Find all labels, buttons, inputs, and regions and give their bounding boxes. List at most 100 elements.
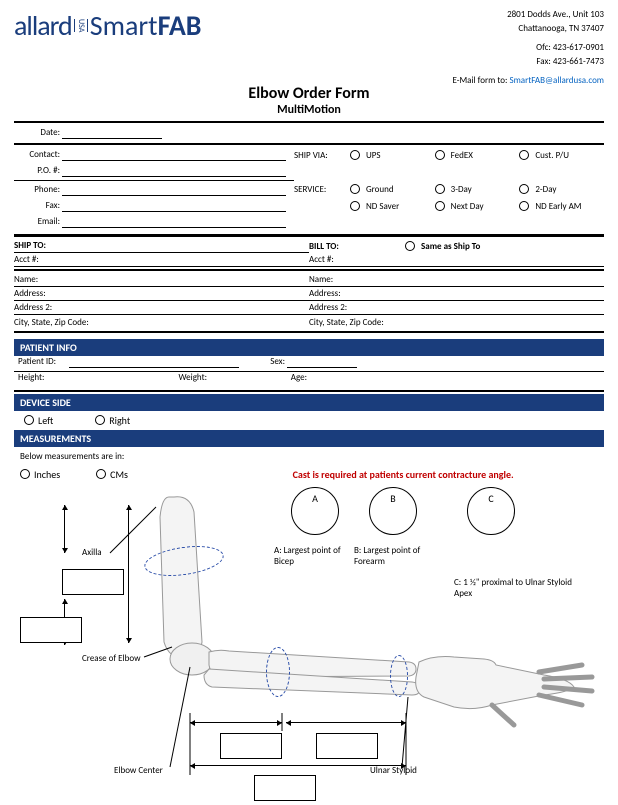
opt-inches: Inches bbox=[34, 468, 60, 481]
company-addr2: Chattanooga, TN 37407 bbox=[452, 22, 604, 36]
opt-left: Left bbox=[38, 414, 53, 427]
billto-addr: Address: bbox=[309, 288, 405, 299]
opt-ndearly: ND Early AM bbox=[535, 201, 581, 212]
opt-ndsaver: ND Saver bbox=[366, 201, 399, 212]
sex-input[interactable] bbox=[287, 356, 357, 368]
opt-3day: 3-Day bbox=[451, 184, 472, 195]
opt-nextday: Next Day bbox=[451, 201, 484, 212]
radio-cms[interactable] bbox=[96, 469, 106, 479]
logo-smart: Smart bbox=[90, 8, 158, 43]
fax-label: Fax: bbox=[14, 200, 62, 211]
opt-right: Right bbox=[109, 414, 130, 427]
radio-right[interactable] bbox=[95, 415, 105, 425]
opt-custpu: Cust. P/U bbox=[535, 150, 569, 161]
company-addr1: 2801 Dodds Ave., Unit 103 bbox=[452, 8, 604, 22]
fax-input[interactable] bbox=[62, 200, 286, 212]
logo: allard USA SmartFAB bbox=[14, 8, 202, 43]
radio-ndearly[interactable] bbox=[519, 201, 529, 211]
billto-acct: Acct #: bbox=[309, 254, 405, 265]
box-upper[interactable] bbox=[62, 569, 124, 595]
opt-sameas: Same as Ship To bbox=[421, 241, 480, 252]
date-input[interactable] bbox=[62, 127, 162, 139]
box-lower[interactable] bbox=[20, 617, 82, 643]
harrow-3 bbox=[190, 765, 406, 766]
opt-cms: CMs bbox=[110, 468, 128, 481]
shipto-acct: Acct #: bbox=[14, 254, 110, 265]
circle-c[interactable]: C bbox=[467, 487, 515, 535]
radio-custpu[interactable] bbox=[519, 150, 529, 160]
radio-ups[interactable] bbox=[350, 150, 360, 160]
po-input[interactable] bbox=[62, 165, 286, 177]
label-axilla: Axilla bbox=[82, 547, 102, 558]
desc-b: B: Largest point of Forearm bbox=[354, 545, 424, 567]
date-label: Date: bbox=[14, 127, 62, 138]
circle-b[interactable]: B bbox=[369, 487, 417, 535]
service-label: SERVICE: bbox=[294, 184, 350, 195]
section-device: DEVICE SIDE bbox=[14, 394, 604, 411]
desc-c: C: 1 ½" proximal to Ulnar Styloid Apex bbox=[454, 577, 574, 599]
email-input[interactable] bbox=[62, 216, 286, 228]
billto-header: BILL TO: bbox=[309, 241, 405, 252]
radio-left[interactable] bbox=[24, 415, 34, 425]
arm-diagram: A B C A: Largest point of Bicep B: Large… bbox=[14, 487, 604, 797]
company-ofc: Ofc: 423-617-0901 bbox=[452, 41, 604, 55]
phone-input[interactable] bbox=[62, 184, 286, 196]
logo-usa: USA bbox=[74, 19, 88, 32]
radio-3day[interactable] bbox=[435, 184, 445, 194]
radio-inches[interactable] bbox=[20, 469, 30, 479]
harrow-1 bbox=[190, 722, 282, 723]
contact-label: Contact: bbox=[14, 149, 62, 160]
company-fax: Fax: 423-661-7473 bbox=[452, 55, 604, 69]
logo-fab: FAB bbox=[158, 8, 202, 43]
billto-addr2: Address 2: bbox=[309, 302, 405, 313]
company-info: 2801 Dodds Ave., Unit 103 Chattanooga, T… bbox=[452, 8, 604, 88]
shipvia-label: SHIP VIA: bbox=[294, 150, 350, 161]
label-center: Elbow Center bbox=[114, 765, 163, 776]
desc-a: A: Largest point of Bicep bbox=[274, 545, 344, 567]
radio-2day[interactable] bbox=[519, 184, 529, 194]
section-patient: PATIENT INFO bbox=[14, 339, 604, 356]
email-form-label: Email: bbox=[14, 216, 62, 227]
opt-2day: 2-Day bbox=[535, 184, 556, 195]
height-label: Height: bbox=[14, 372, 69, 388]
phone-label: Phone: bbox=[14, 184, 62, 195]
opt-ground: Ground bbox=[366, 184, 394, 195]
section-meas: MEASUREMENTS bbox=[14, 430, 604, 447]
opt-ups: UPS bbox=[366, 150, 381, 161]
radio-fedex[interactable] bbox=[435, 150, 445, 160]
label-crease: Crease of Elbow bbox=[82, 653, 141, 664]
shipto-header: SHIP TO: bbox=[14, 240, 110, 251]
billto-name: Name: bbox=[309, 274, 405, 285]
circle-a[interactable]: A bbox=[291, 487, 339, 535]
cast-note: Cast is required at patients current con… bbox=[293, 468, 598, 481]
pid-label: Patient ID: bbox=[14, 356, 69, 371]
form-subtitle: MultiMotion bbox=[14, 103, 604, 117]
weight-label: Weight: bbox=[159, 372, 209, 388]
radio-ndsaver[interactable] bbox=[350, 201, 360, 211]
harrow-2 bbox=[286, 722, 406, 723]
ellipse-b bbox=[266, 647, 290, 697]
varrow-2a bbox=[64, 505, 65, 553]
shipto-city: City, State, Zip Code: bbox=[14, 317, 110, 328]
box-b3[interactable] bbox=[254, 775, 316, 801]
shipto-addr: Address: bbox=[14, 288, 110, 299]
radio-ground[interactable] bbox=[350, 184, 360, 194]
email-label: E-Mail form to: bbox=[452, 75, 509, 86]
label-ulnar: Ulnar Styloid bbox=[370, 765, 417, 776]
po-label: P.O. #: bbox=[14, 165, 62, 176]
pid-input[interactable] bbox=[69, 356, 239, 368]
ellipse-c bbox=[390, 655, 408, 697]
radio-sameas[interactable] bbox=[405, 241, 415, 251]
age-label: Age: bbox=[269, 372, 309, 388]
email-link[interactable]: SmartFAB@allardusa.com bbox=[509, 75, 604, 86]
shipto-name: Name: bbox=[14, 274, 110, 285]
opt-fedex: FedEX bbox=[451, 150, 473, 161]
box-b2[interactable] bbox=[316, 733, 378, 759]
shipto-addr2: Address 2: bbox=[14, 302, 110, 313]
billto-city: City, State, Zip Code: bbox=[309, 317, 405, 328]
radio-nextday[interactable] bbox=[435, 201, 445, 211]
box-b1[interactable] bbox=[220, 733, 282, 759]
contact-input[interactable] bbox=[62, 149, 286, 161]
logo-brand: allard bbox=[14, 8, 72, 43]
sex-label: Sex: bbox=[247, 356, 287, 371]
